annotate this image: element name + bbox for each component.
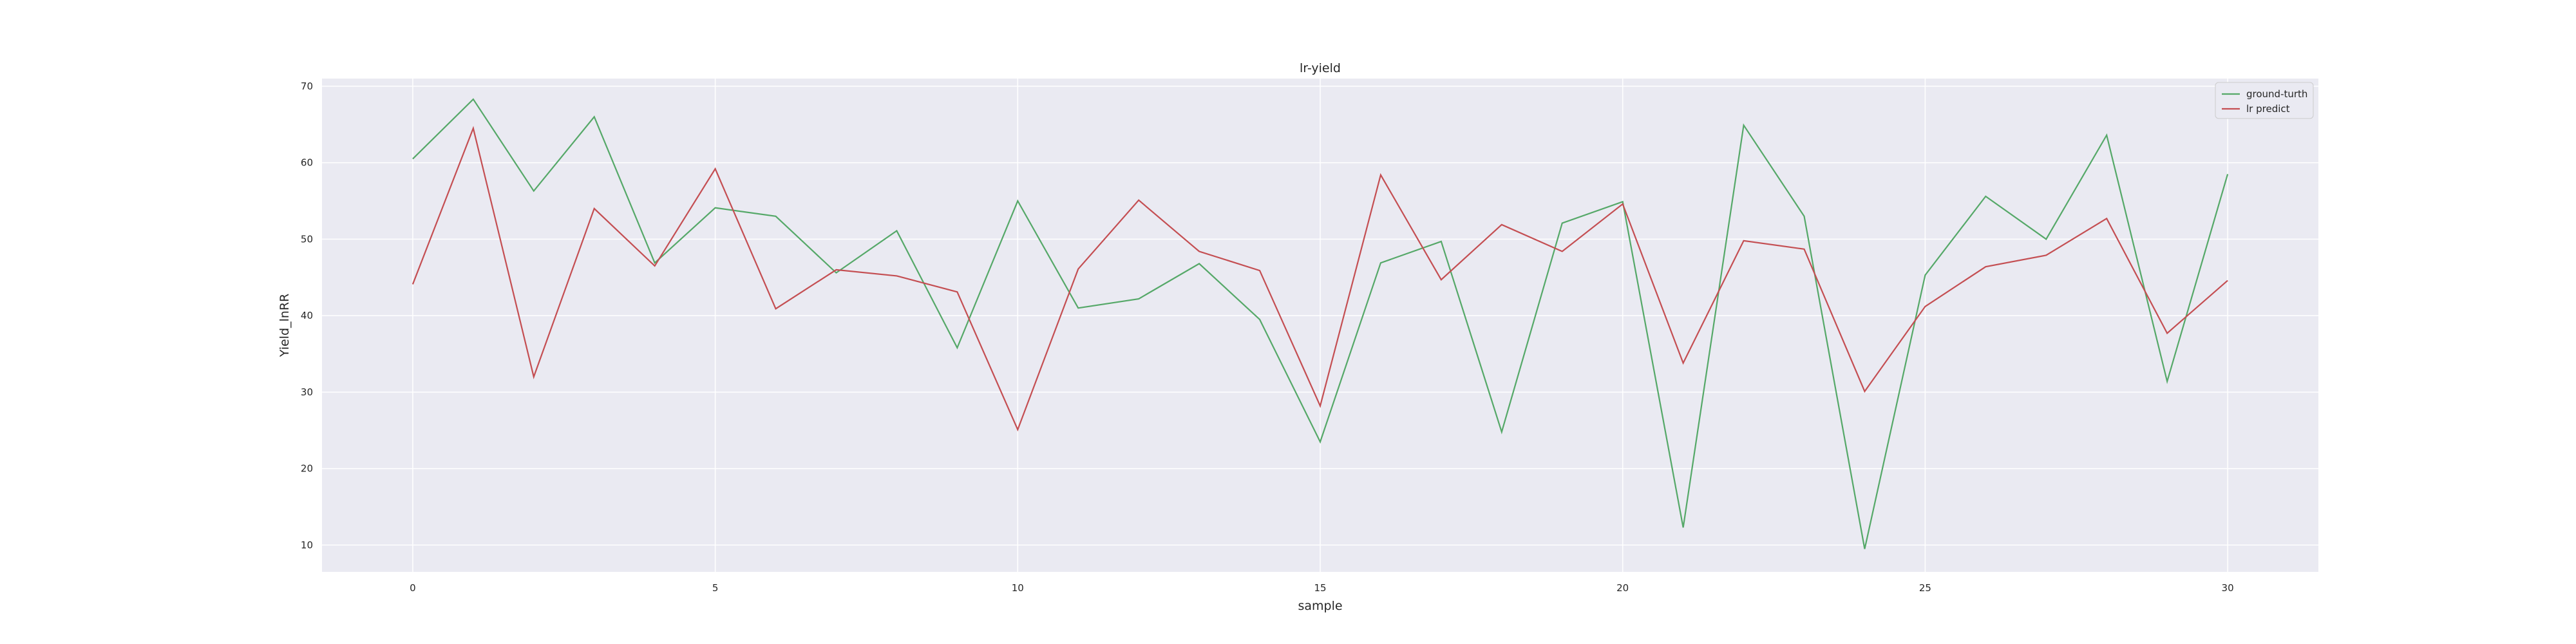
x-axis-ticks: 0 5 10 15 20 25 30 — [410, 582, 2234, 594]
y-axis-ticks: 10 20 30 40 50 60 70 — [301, 80, 313, 551]
x-axis-label: sample — [1298, 599, 1342, 613]
y-tick-label: 20 — [301, 463, 313, 475]
x-tick-label: 30 — [2222, 582, 2234, 594]
y-tick-label: 60 — [301, 157, 313, 169]
series-line-lr-predict — [412, 126, 2228, 432]
y-tick-label: 70 — [301, 80, 313, 92]
grid-lines — [322, 79, 2318, 572]
legend-label: ground-turth — [2246, 88, 2307, 100]
x-tick-label: 0 — [410, 582, 416, 594]
x-tick-label: 15 — [1314, 582, 1326, 594]
y-tick-label: 30 — [301, 386, 313, 398]
y-axis-label: Yield_lnRR — [278, 294, 292, 357]
x-tick-label: 25 — [1919, 582, 1931, 594]
series-lines — [412, 98, 2229, 549]
y-tick-label: 10 — [301, 539, 313, 551]
chart-title: lr-yield — [1300, 61, 1341, 75]
x-tick-label: 5 — [712, 582, 719, 594]
legend: ground-turth lr predict — [2215, 82, 2314, 119]
x-tick-label: 10 — [1012, 582, 1024, 594]
y-tick-label: 40 — [301, 310, 313, 321]
legend-label: lr predict — [2246, 103, 2290, 115]
x-tick-label: 20 — [1616, 582, 1629, 594]
series-line-ground-turth — [412, 98, 2229, 549]
y-tick-label: 50 — [301, 233, 313, 245]
